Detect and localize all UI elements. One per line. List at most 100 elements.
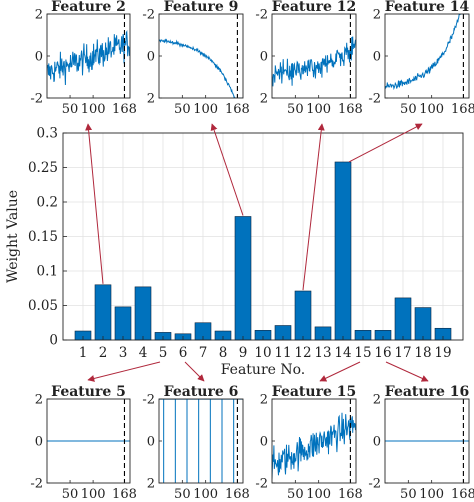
x-tick-label: 11 (274, 345, 291, 361)
inset-series-line (47, 30, 130, 86)
inset-y-tick-label: 0 (147, 435, 155, 450)
y-tick-label: 0.3 (37, 126, 58, 142)
y-tick-label: 0.2 (37, 195, 58, 211)
inset-y-tick-label: -2 (368, 92, 381, 107)
x-tick-label: 4 (139, 345, 148, 361)
inset-y-tick-label: 0 (35, 50, 43, 65)
inset-x-tick-label: 100 (81, 102, 106, 117)
inset-feature-12: Feature 12 -2 0 2 50 100 168 (255, 0, 362, 117)
inset-frame (158, 398, 244, 484)
inset-frame (271, 13, 357, 99)
inset-x-tick-label: 168 (338, 102, 363, 117)
inset-y-tick-label: 2 (373, 8, 381, 23)
inset-y-tick-label: -2 (255, 477, 268, 492)
inset-frame (46, 398, 131, 484)
inset-y-tick-label: -2 (30, 477, 43, 492)
plot-frame (62, 132, 464, 341)
inset-y-tick-label: 2 (260, 393, 268, 408)
y-tick-label: 0.25 (28, 160, 58, 176)
x-tick-label: 16 (374, 345, 391, 361)
connector-arrows (85, 123, 429, 382)
inset-title: Feature 5 (51, 384, 126, 400)
inset-title: Feature 14 (385, 0, 470, 15)
x-tick-label: 2 (99, 345, 108, 361)
x-tick-label: 6 (179, 345, 188, 361)
inset-x-tick-label: 50 (287, 487, 304, 502)
bar-feature-2 (94, 284, 112, 341)
inset-title: Feature 16 (385, 384, 469, 400)
inset-x-tick-label: 100 (419, 102, 444, 117)
inset-x-tick-label: 168 (451, 102, 474, 117)
inset-y-tick-label: 2 (35, 393, 43, 408)
x-tick-label: 8 (219, 345, 228, 361)
inset-x-tick-label: 168 (451, 487, 474, 502)
inset-y-tick-label: 0 (260, 50, 268, 65)
x-tick-label: 9 (239, 345, 248, 361)
bar-feature-18 (414, 307, 432, 341)
inset-y-tick-label: -2 (368, 477, 381, 492)
inset-y-tick-label: -2 (142, 8, 155, 23)
x-tick-label: 7 (199, 345, 208, 361)
x-axis-label: Feature No. (221, 362, 306, 378)
inset-x-tick-label: 168 (338, 487, 363, 502)
inset-y-tick-label: 2 (35, 8, 43, 23)
inset-frame (271, 398, 357, 484)
inset-x-tick-label: 100 (193, 102, 218, 117)
inset-x-tick-label: 50 (62, 102, 79, 117)
x-tick-label: 3 (119, 345, 128, 361)
x-tick-label: 15 (354, 345, 371, 361)
inset-x-tick-label: 168 (225, 102, 250, 117)
inset-x-tick-label: 50 (174, 102, 191, 117)
inset-feature-9: Feature 9 -2 0 2 50 100 168 (142, 0, 249, 117)
inset-x-tick-label: 50 (400, 102, 417, 117)
inset-y-tick-label: 2 (147, 477, 155, 492)
inset-y-tick-label: 0 (35, 435, 43, 450)
inset-x-tick-label: 168 (112, 102, 137, 117)
inset-series-line (159, 38, 243, 98)
bar-feature-3 (114, 306, 132, 341)
inset-x-tick-label: 50 (62, 487, 79, 502)
inset-feature-15: Feature 15 2 0 -2 50 100 168 (255, 384, 362, 502)
inset-frame (46, 13, 131, 99)
inset-y-tick-label: 2 (373, 393, 381, 408)
connector-arrow (319, 361, 361, 382)
inset-y-tick-label: 0 (373, 50, 381, 65)
inset-x-tick-label: 100 (419, 487, 444, 502)
inset-y-tick-label: 0 (147, 50, 155, 65)
y-tick-label: 0.1 (37, 264, 58, 280)
y-tick-label: 0.15 (28, 229, 58, 245)
inset-title: Feature 15 (272, 384, 356, 400)
inset-x-tick-label: 100 (306, 102, 331, 117)
inset-title: Feature 9 (164, 0, 239, 15)
y-tick-label: 0 (49, 333, 58, 349)
y-tick-label: 0.05 (28, 298, 58, 314)
inset-feature-14: Feature 14 2 0 -2 50 100 168 (368, 0, 474, 117)
inset-frame (158, 13, 244, 99)
inset-x-tick-label: 168 (112, 487, 137, 502)
inset-title: Feature 6 (164, 384, 239, 400)
inset-series-line (272, 36, 356, 87)
connector-arrow (385, 361, 429, 382)
inset-feature-16: Feature 16 2 0 -2 50 100 168 (368, 384, 474, 502)
inset-series-line (272, 412, 356, 479)
y-axis-label: Weight Value (5, 190, 21, 283)
inset-y-tick-label: 2 (260, 92, 268, 107)
inset-y-tick-label: -2 (142, 393, 155, 408)
inset-frame (384, 398, 470, 484)
connector-arrow (348, 123, 423, 163)
inset-title: Feature 2 (51, 0, 126, 15)
x-tick-label: 10 (254, 345, 271, 361)
inset-y-tick-label: 2 (147, 92, 155, 107)
inset-title: Feature 12 (272, 0, 356, 15)
x-tick-label: 18 (414, 345, 431, 361)
inset-y-tick-label: 0 (260, 435, 268, 450)
inset-x-tick-label: 50 (174, 487, 191, 502)
x-tick-label: 14 (334, 345, 351, 361)
inset-series-line (385, 14, 469, 91)
inset-y-tick-label: 0 (373, 435, 381, 450)
inset-feature-6: Feature 6 -2 0 2 50 100 168 (142, 384, 249, 502)
bar-feature-12 (294, 290, 312, 341)
bar-feature-17 (394, 297, 412, 341)
